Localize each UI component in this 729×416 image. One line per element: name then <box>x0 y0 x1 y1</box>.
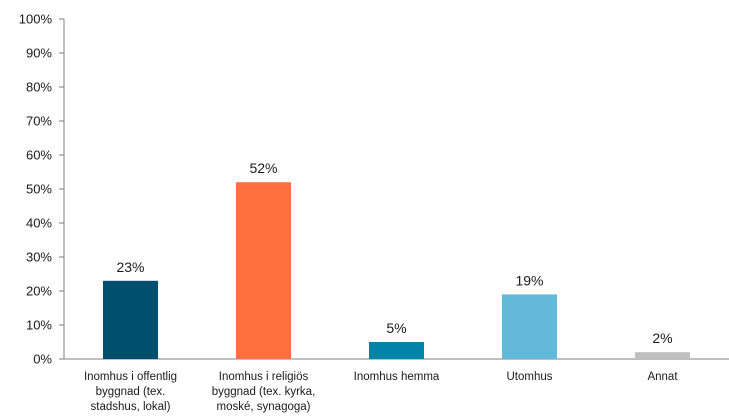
bar <box>103 280 158 359</box>
y-tick-label: 90% <box>26 46 52 61</box>
category-label-line: moské, synagoga) <box>217 401 311 413</box>
category-labels: Inomhus i offentlig byggnad (tex. stadshus… <box>84 371 678 413</box>
y-tick-label: 70% <box>26 114 52 129</box>
bar <box>502 294 557 359</box>
bar <box>635 352 690 359</box>
y-tick-label: 50% <box>26 182 52 197</box>
category-label-line: Annat <box>647 371 678 383</box>
y-tick-label: 60% <box>26 148 52 163</box>
category-label-line: byggnad (tex. kyrka, <box>212 386 316 398</box>
bar <box>236 182 291 359</box>
bars <box>103 182 690 359</box>
data-label: 19% <box>515 272 543 288</box>
bar <box>369 342 424 359</box>
category-label: Inomhus i offentlig byggnad (tex. stadshus… <box>84 371 177 413</box>
y-tick-label: 10% <box>26 318 52 333</box>
data-label: 23% <box>116 259 144 275</box>
category-label-line: Utomhus <box>506 371 552 383</box>
category-label: Inomhus i religiös byggnad (tex. kyrka, mo… <box>212 371 316 413</box>
y-tick-label: 0% <box>33 352 52 367</box>
data-labels: 23% 52% 5% 19% 2% <box>116 160 672 346</box>
category-label: Utomhus <box>506 371 552 383</box>
y-axis-ticks: 0% 10% 20% 30% 40% 50% 60% 70% 80% 90% 100% <box>19 12 64 367</box>
y-tick-label: 30% <box>26 250 52 265</box>
y-tick-label: 80% <box>26 80 52 95</box>
category-label-line: byggnad (tex. <box>96 386 166 398</box>
data-label: 5% <box>386 320 406 336</box>
category-label-line: Inomhus hemma <box>354 371 440 383</box>
category-label-line: Inomhus i offentlig <box>84 371 177 383</box>
y-tick-label: 20% <box>26 284 52 299</box>
category-label: Inomhus hemma <box>354 371 440 383</box>
category-label: Annat <box>647 371 678 383</box>
y-tick-label: 100% <box>19 12 53 27</box>
data-label: 2% <box>652 330 672 346</box>
y-tick-label: 40% <box>26 216 52 231</box>
data-label: 52% <box>249 160 277 176</box>
category-label-line: Inomhus i religiös <box>219 371 309 383</box>
category-label-line: stadshus, lokal) <box>91 401 171 413</box>
